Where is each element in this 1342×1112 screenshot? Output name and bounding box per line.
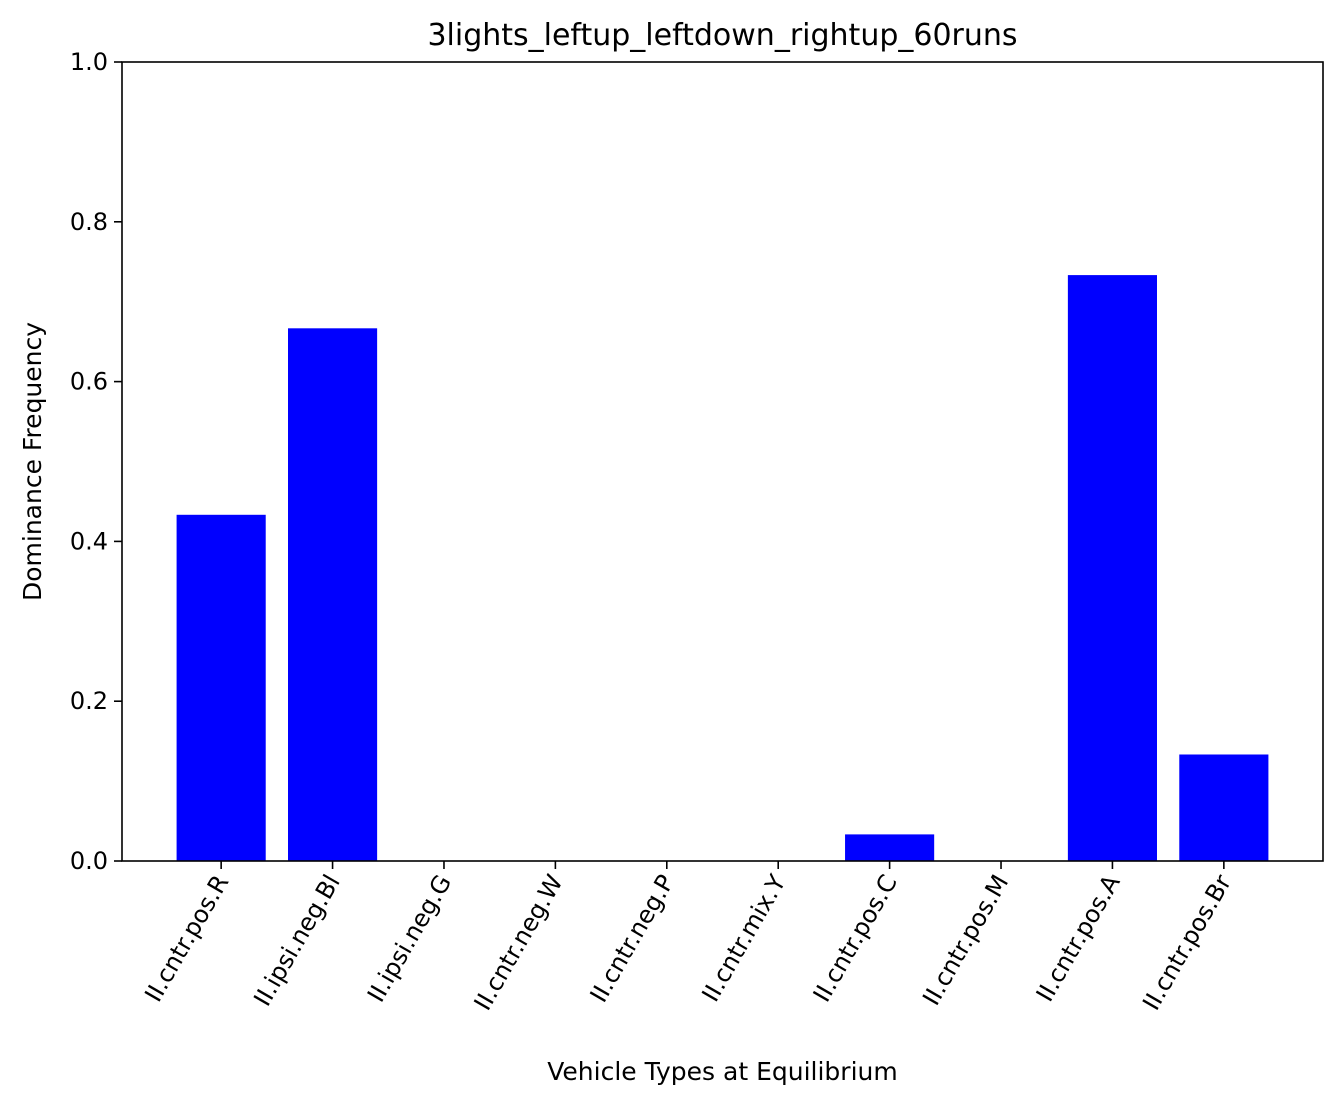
y-tick-label: 1.0 [70, 48, 108, 76]
x-tick-label: II.cntr.pos.C [808, 870, 903, 1007]
bar-II.cntr.pos.Br [1179, 754, 1269, 861]
bar-II.cntr.pos.C [845, 834, 935, 861]
y-tick-label: 0.6 [70, 368, 108, 396]
y-axis-label: Dominance Frequency [18, 322, 47, 601]
x-axis-label: Vehicle Types at Equilibrium [547, 1057, 897, 1086]
x-tick-label: II.cntr.pos.R [139, 870, 234, 1007]
x-axis-ticks: II.cntr.pos.R II.ipsi.neg.Bl II.ipsi.neg.G… [139, 861, 1237, 1015]
y-tick-label: 0.8 [70, 208, 108, 236]
x-tick-label: II.ipsi.neg.G [362, 870, 457, 1007]
bar-II.cntr.pos.R [176, 514, 266, 861]
y-tick-label: 0.4 [70, 527, 108, 555]
x-tick-label: II.cntr.pos.Br [1137, 870, 1237, 1015]
y-tick-label: 0.2 [70, 687, 108, 715]
x-tick-label: II.cntr.mix.Y [696, 870, 791, 1007]
x-tick-label: II.cntr.neg.W [469, 870, 569, 1015]
x-tick-label: II.cntr.pos.A [1031, 870, 1126, 1007]
bar-II.cntr.pos.A [1067, 275, 1157, 862]
chart-title: 3lights_leftup_leftdown_rightup_60runs [427, 18, 1017, 53]
bar-II.ipsi.neg.Bl [288, 328, 378, 861]
plot-frame [121, 61, 1324, 862]
x-tick-label: II.ipsi.neg.Bl [248, 870, 345, 1011]
x-tick-label: II.cntr.pos.M [917, 870, 1014, 1010]
y-tick-label: 0.0 [70, 847, 108, 875]
bars-layer [176, 275, 1269, 862]
x-tick-label: II.cntr.neg.P [585, 870, 680, 1007]
y-axis-ticks: 0.0 0.2 0.4 0.6 0.8 1.0 [70, 48, 122, 875]
